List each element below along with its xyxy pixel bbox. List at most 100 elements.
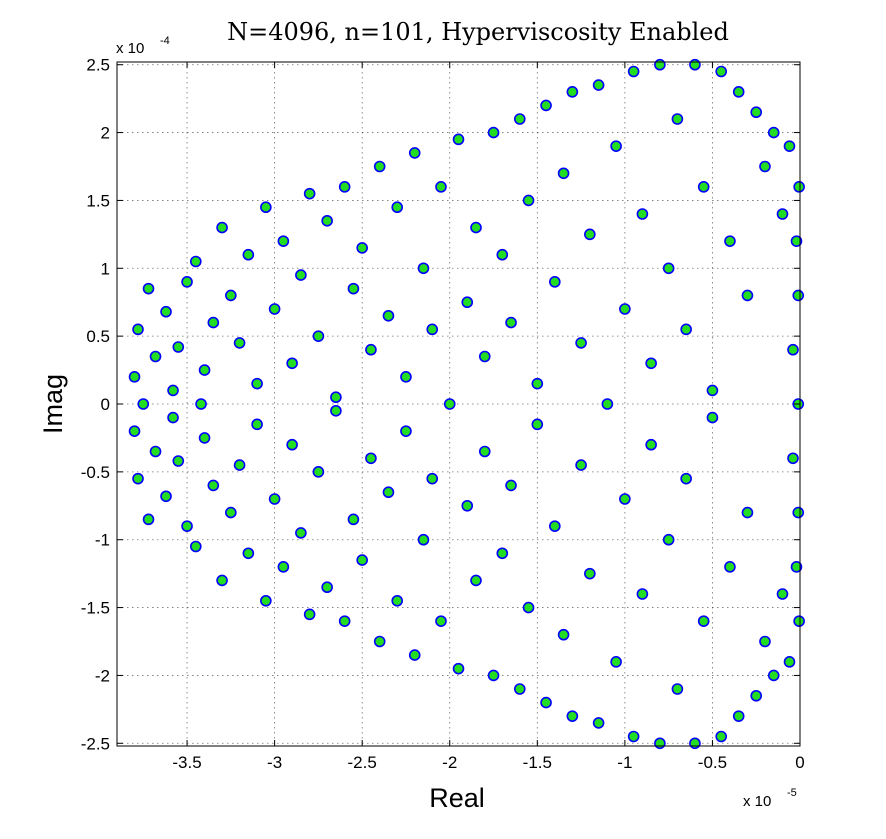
data-point bbox=[330, 404, 342, 417]
data-point bbox=[783, 656, 796, 668]
data-point bbox=[251, 418, 263, 431]
data-point bbox=[724, 561, 736, 573]
data-point bbox=[470, 221, 482, 234]
data-point bbox=[776, 208, 789, 220]
data-point bbox=[268, 493, 281, 505]
data-point bbox=[654, 58, 666, 71]
data-point bbox=[400, 425, 412, 437]
data-point bbox=[496, 248, 509, 261]
data-point bbox=[741, 289, 754, 302]
data-point bbox=[697, 615, 710, 627]
data-point bbox=[167, 384, 179, 397]
data-point bbox=[142, 513, 155, 526]
data-point bbox=[242, 248, 255, 261]
data-point bbox=[295, 527, 307, 539]
data-point bbox=[487, 126, 500, 139]
data-point bbox=[783, 140, 796, 152]
data-point bbox=[776, 588, 789, 600]
data-point bbox=[557, 167, 570, 180]
data-point bbox=[181, 520, 193, 532]
data-point bbox=[697, 181, 710, 193]
data-point bbox=[592, 79, 605, 91]
data-point bbox=[522, 194, 535, 207]
data-point bbox=[461, 296, 474, 309]
data-point bbox=[303, 608, 316, 621]
data-point bbox=[443, 398, 456, 410]
data-point bbox=[132, 323, 144, 336]
data-point bbox=[452, 133, 465, 146]
data-point bbox=[338, 181, 351, 193]
y-multiplier-exponent: -4 bbox=[160, 35, 170, 47]
data-point bbox=[382, 309, 395, 322]
data-point bbox=[128, 371, 141, 383]
data-point bbox=[662, 262, 675, 275]
data-point bbox=[610, 140, 622, 152]
y-axis-multiplier: x 10 -4 bbox=[116, 35, 170, 57]
data-point bbox=[584, 228, 596, 241]
data-point bbox=[487, 669, 500, 682]
data-point bbox=[321, 581, 333, 594]
data-point bbox=[732, 86, 745, 98]
data-point bbox=[365, 343, 377, 356]
data-point bbox=[767, 126, 780, 139]
data-point bbox=[233, 459, 246, 471]
data-point bbox=[470, 574, 482, 587]
data-point bbox=[787, 452, 799, 465]
data-point bbox=[452, 662, 465, 675]
data-point bbox=[619, 493, 631, 505]
x-tick-label: -3 bbox=[267, 753, 282, 772]
data-point bbox=[242, 547, 255, 560]
x-tick-label: -2.5 bbox=[348, 753, 377, 772]
data-point bbox=[610, 656, 622, 668]
x-tick-label: -1 bbox=[617, 753, 632, 772]
data-point bbox=[198, 432, 211, 444]
data-point bbox=[549, 276, 561, 288]
data-point bbox=[216, 221, 228, 234]
data-point bbox=[689, 58, 701, 71]
data-point bbox=[356, 554, 368, 566]
data-point bbox=[190, 540, 202, 553]
data-point bbox=[496, 547, 509, 560]
data-point bbox=[505, 316, 517, 329]
data-point bbox=[790, 235, 803, 247]
data-point bbox=[347, 282, 360, 295]
y-axis-ticks: -2.5 -2 -1.5 -1 -0.5 0 0.5 1 1.5 2 2.5 bbox=[81, 56, 800, 753]
data-point bbox=[382, 486, 395, 499]
data-point bbox=[435, 181, 447, 193]
y-tick-label: 0.5 bbox=[86, 327, 110, 346]
x-tick-label: -1.5 bbox=[523, 753, 552, 772]
data-point bbox=[172, 341, 185, 353]
data-point bbox=[706, 384, 719, 397]
data-point bbox=[435, 615, 447, 627]
y-tick-label: -2 bbox=[95, 666, 110, 685]
data-point bbox=[225, 506, 237, 519]
data-point bbox=[759, 160, 771, 173]
data-point bbox=[365, 452, 377, 465]
data-point bbox=[787, 343, 799, 356]
data-point bbox=[400, 371, 412, 383]
data-point bbox=[792, 289, 805, 302]
data-point bbox=[592, 717, 605, 729]
data-point bbox=[417, 533, 430, 546]
data-point bbox=[312, 466, 325, 478]
y-tick-label: 1.5 bbox=[86, 191, 110, 210]
y-axis-label: Imag bbox=[38, 374, 68, 434]
data-point bbox=[601, 398, 614, 410]
data-point bbox=[295, 269, 307, 281]
data-point bbox=[426, 323, 439, 336]
data-point bbox=[172, 455, 185, 467]
data-point bbox=[531, 377, 544, 390]
data-point bbox=[277, 235, 290, 247]
data-point bbox=[793, 181, 805, 193]
data-point bbox=[233, 337, 246, 349]
data-point bbox=[149, 350, 162, 363]
x-tick-label: -0.5 bbox=[698, 753, 727, 772]
data-point bbox=[286, 438, 298, 451]
data-point bbox=[391, 201, 404, 214]
data-point bbox=[268, 303, 281, 315]
data-point bbox=[338, 615, 351, 627]
data-point bbox=[373, 160, 386, 173]
y-tick-label: -1.5 bbox=[81, 599, 110, 618]
data-point bbox=[566, 710, 579, 722]
y-multiplier-label: x 10 bbox=[116, 40, 144, 57]
